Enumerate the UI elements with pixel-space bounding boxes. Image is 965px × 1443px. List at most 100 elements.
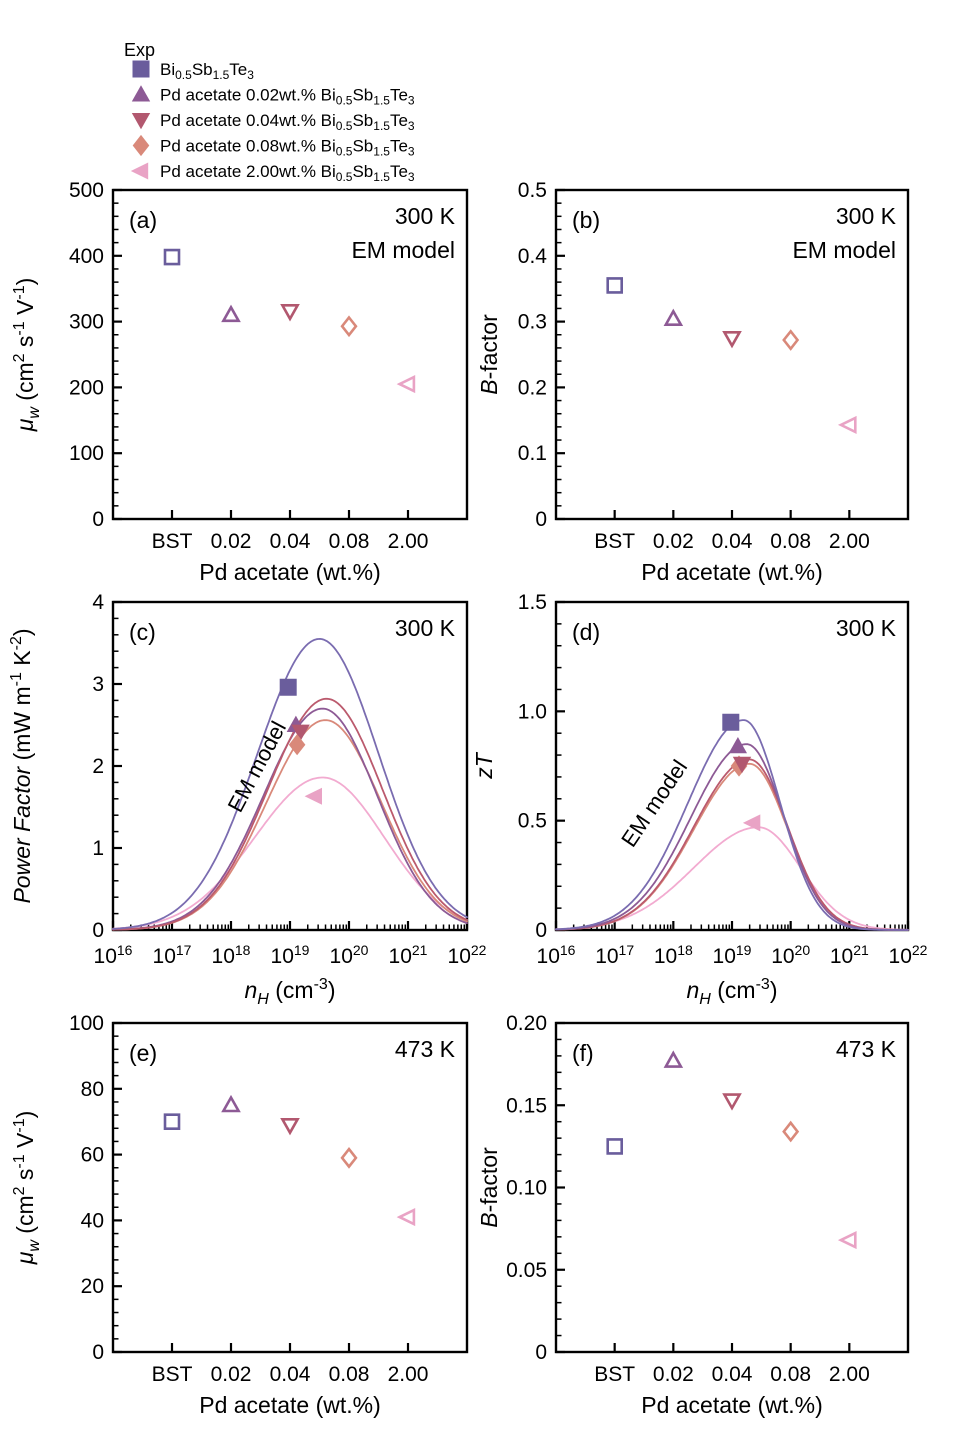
corner-label-a-0: 300 K bbox=[395, 203, 456, 229]
corner-label-e-0: 473 K bbox=[395, 1036, 456, 1062]
x-axis-title: Pd acetate (wt.%) bbox=[199, 1392, 381, 1418]
marker-f-BST bbox=[606, 1138, 624, 1155]
curve-d-0.04 bbox=[555, 758, 909, 931]
panel-letter-c: (c) bbox=[129, 619, 156, 645]
panel-e: 0 20 40 60 80 100 BST 0.02 0.04 0.08 2.00 Pd acetat… bbox=[11, 1012, 469, 1418]
y-tick-label: 80 bbox=[81, 1078, 104, 1101]
curve-c-0.02 bbox=[112, 707, 468, 931]
x-tick-label: 1018 bbox=[654, 942, 693, 968]
curve-c-0.04 bbox=[112, 697, 468, 931]
y-tick-label: 200 bbox=[69, 376, 104, 399]
x-tick-label: 1016 bbox=[94, 942, 133, 968]
y-tick-label: 100 bbox=[69, 442, 104, 465]
y-tick-label: 0 bbox=[92, 508, 104, 531]
legend-marker-triangle-up-icon bbox=[131, 85, 151, 102]
annotation-c: EM model bbox=[223, 717, 292, 816]
x-tick-label: 0.08 bbox=[770, 530, 811, 553]
marker-b-2.00 bbox=[837, 415, 857, 434]
y-axis-title-e: μw (cm2 s-1 V-1) bbox=[11, 1111, 43, 1266]
x-tick-label: 0.08 bbox=[329, 1363, 370, 1386]
y-axis-title-f: B-factor bbox=[476, 1147, 502, 1228]
x-tick-label: BST bbox=[152, 530, 193, 553]
y-tick-label: 0.5 bbox=[518, 810, 547, 833]
marker-b-0.02 bbox=[663, 308, 684, 327]
marker-e-0.08 bbox=[340, 1146, 358, 1169]
legend-marker-square-icon bbox=[132, 60, 150, 78]
y-tick-label: 1 bbox=[92, 837, 104, 860]
curve-c-BST bbox=[112, 638, 468, 930]
marker-a-0.02 bbox=[221, 304, 241, 323]
y-axis-title-b: B-factor bbox=[476, 314, 502, 395]
x-tick-label: 1021 bbox=[830, 942, 869, 968]
panel-d: 0 0.5 1.0 1.5 1016 1017 1018 1019 1020 1021 1022 nH… bbox=[471, 591, 928, 1008]
y-tick-label: 20 bbox=[81, 1275, 104, 1298]
y-tick-label: 0.2 bbox=[518, 376, 547, 399]
y-tick-label: 0 bbox=[92, 1341, 104, 1364]
y-axis-title-a: μw (cm2 s-1 V-1) bbox=[11, 278, 43, 433]
y-axis-title-c: Power Factor (mW m-1 K-2) bbox=[8, 628, 35, 903]
x-tick-label: 1019 bbox=[713, 942, 752, 968]
marker-c-BST bbox=[279, 678, 297, 696]
y-tick-label: 0.4 bbox=[518, 245, 548, 268]
x-tick-label: 1017 bbox=[595, 942, 634, 968]
y-tick-label: 0.3 bbox=[518, 311, 547, 334]
marker-c-0.08 bbox=[288, 734, 306, 756]
corner-label-a-1: EM model bbox=[351, 237, 455, 263]
marker-f-0.08 bbox=[782, 1120, 800, 1143]
y-tick-label: 0 bbox=[535, 919, 547, 942]
x-tick-label: 2.00 bbox=[388, 530, 429, 553]
marker-b-0.08 bbox=[782, 329, 800, 351]
y-tick-label: 300 bbox=[69, 311, 104, 334]
x-axis-title: nH (cm-3) bbox=[687, 976, 778, 1008]
x-tick-label: 2.00 bbox=[388, 1363, 429, 1386]
x-tick-label: BST bbox=[152, 1363, 193, 1386]
curve-c-0.08 bbox=[112, 719, 468, 931]
marker-f-2.00 bbox=[837, 1231, 857, 1250]
y-tick-label: 1.0 bbox=[518, 700, 547, 723]
x-tick-label: 0.08 bbox=[329, 530, 370, 553]
y-tick-label: 0.20 bbox=[506, 1012, 547, 1035]
x-axis-title: Pd acetate (wt.%) bbox=[199, 559, 381, 585]
x-tick-label: 0.02 bbox=[653, 530, 694, 553]
marker-a-BST bbox=[163, 248, 181, 266]
marker-f-0.04 bbox=[722, 1093, 742, 1111]
marker-a-0.08 bbox=[340, 315, 358, 338]
panel-a: 0 100 200 300 400 500 BST 0.02 0.04 0.08 2.00 Pd ac… bbox=[11, 179, 469, 585]
corner-label-b-0: 300 K bbox=[836, 203, 897, 229]
x-tick-label: 1022 bbox=[448, 942, 487, 968]
x-tick-label: 1020 bbox=[771, 942, 810, 968]
marker-a-2.00 bbox=[396, 375, 416, 394]
legend-marker-diamond-icon bbox=[132, 134, 150, 157]
legend-entry-label: Pd acetate 0.02wt.% Bi0.5Sb1.5Te3 bbox=[160, 86, 415, 108]
y-tick-label: 3 bbox=[92, 673, 104, 696]
y-tick-label: 0.5 bbox=[518, 179, 547, 202]
legend-entry: Pd acetate 2.00wt.% Bi0.5Sb1.5Te3 bbox=[130, 162, 415, 184]
curve-d-0.08 bbox=[555, 762, 909, 931]
y-tick-label: 60 bbox=[81, 1144, 104, 1167]
marker-d-0.02 bbox=[728, 737, 747, 754]
y-tick-label: 0.1 bbox=[518, 442, 547, 465]
y-tick-label: 4 bbox=[92, 591, 104, 614]
marker-e-0.02 bbox=[221, 1094, 241, 1113]
panel-b: 0 0.1 0.2 0.3 0.4 0.5 BST 0.02 0.04 0.08 2.00 Pd ac… bbox=[476, 179, 910, 585]
panel-c: 0 1 2 3 4 1016 1017 1018 1019 1020 1021 1022 nH (cm-… bbox=[8, 591, 487, 1008]
y-tick-label: 1.5 bbox=[518, 591, 547, 614]
legend-entry-label: Bi0.5Sb1.5Te3 bbox=[160, 60, 254, 82]
x-tick-label: 1019 bbox=[271, 942, 310, 968]
marker-b-0.04 bbox=[722, 330, 742, 349]
y-tick-label: 500 bbox=[69, 179, 104, 202]
legend-marker-triangle-left-icon bbox=[130, 162, 149, 180]
x-tick-label: 1022 bbox=[889, 942, 928, 968]
marker-e-2.00 bbox=[396, 1208, 416, 1227]
y-tick-label: 0 bbox=[92, 919, 104, 942]
legend-entry: Pd acetate 0.04wt.% Bi0.5Sb1.5Te3 bbox=[131, 111, 415, 133]
x-tick-label: 2.00 bbox=[829, 1363, 870, 1386]
x-tick-label: 2.00 bbox=[829, 530, 870, 553]
axis-box-c bbox=[111, 600, 469, 932]
x-tick-label: 1016 bbox=[537, 942, 576, 968]
y-tick-label: 0.15 bbox=[506, 1094, 547, 1117]
y-tick-label: 0 bbox=[535, 1341, 547, 1364]
marker-c-0.04 bbox=[291, 724, 310, 741]
